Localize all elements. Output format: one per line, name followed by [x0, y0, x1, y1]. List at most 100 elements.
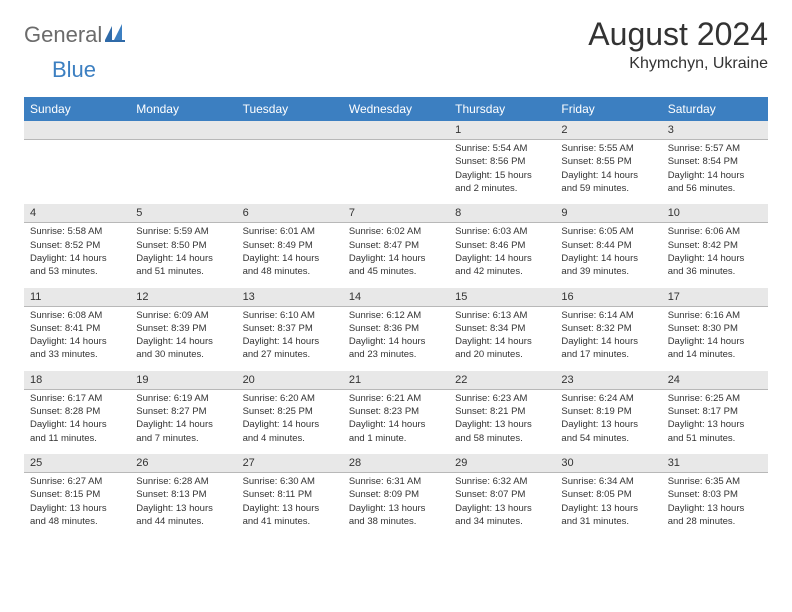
location: Khymchyn, Ukraine — [588, 55, 768, 73]
daylight-text: and 17 minutes. — [561, 349, 655, 362]
daylight-text: Daylight: 13 hours — [668, 419, 762, 432]
sunset-text: Sunset: 8:49 PM — [243, 240, 337, 253]
sunrise-text: Sunrise: 6:25 AM — [668, 393, 762, 406]
day-cell: Sunrise: 6:21 AMSunset: 8:23 PMDaylight:… — [343, 389, 449, 454]
sunset-text: Sunset: 8:28 PM — [30, 406, 124, 419]
sunset-text: Sunset: 8:03 PM — [668, 489, 762, 502]
sunset-text: Sunset: 8:46 PM — [455, 240, 549, 253]
week-4-daynum-row: 25262728293031 — [24, 454, 768, 473]
day-number: 16 — [555, 288, 661, 307]
day-number: 18 — [24, 371, 130, 390]
day-cell: Sunrise: 5:55 AMSunset: 8:55 PMDaylight:… — [555, 140, 661, 205]
daylight-text: Daylight: 13 hours — [136, 503, 230, 516]
week-1-content-row: Sunrise: 5:58 AMSunset: 8:52 PMDaylight:… — [24, 223, 768, 288]
day-cell: Sunrise: 6:27 AMSunset: 8:15 PMDaylight:… — [24, 473, 130, 538]
sunrise-text: Sunrise: 6:05 AM — [561, 226, 655, 239]
sunrise-text: Sunrise: 6:06 AM — [668, 226, 762, 239]
daylight-text: Daylight: 13 hours — [455, 419, 549, 432]
sunrise-text: Sunrise: 6:14 AM — [561, 310, 655, 323]
day-cell: Sunrise: 6:20 AMSunset: 8:25 PMDaylight:… — [237, 389, 343, 454]
daylight-text: Daylight: 14 hours — [455, 336, 549, 349]
day-cell: Sunrise: 5:58 AMSunset: 8:52 PMDaylight:… — [24, 223, 130, 288]
day-cell: Sunrise: 6:08 AMSunset: 8:41 PMDaylight:… — [24, 306, 130, 371]
day-cell: Sunrise: 6:25 AMSunset: 8:17 PMDaylight:… — [662, 389, 768, 454]
daylight-text: and 34 minutes. — [455, 516, 549, 529]
day-number: 19 — [130, 371, 236, 390]
day-cell: Sunrise: 6:16 AMSunset: 8:30 PMDaylight:… — [662, 306, 768, 371]
sunrise-text: Sunrise: 5:55 AM — [561, 143, 655, 156]
daylight-text: Daylight: 13 hours — [561, 419, 655, 432]
daylight-text: and 1 minute. — [349, 433, 443, 446]
sunset-text: Sunset: 8:44 PM — [561, 240, 655, 253]
week-2-daynum-row: 11121314151617 — [24, 288, 768, 307]
daylight-text: and 42 minutes. — [455, 266, 549, 279]
day-number: 28 — [343, 454, 449, 473]
daylight-text: and 11 minutes. — [30, 433, 124, 446]
day-cell: Sunrise: 6:23 AMSunset: 8:21 PMDaylight:… — [449, 389, 555, 454]
logo-text-general: General — [24, 22, 102, 48]
daylight-text: and 7 minutes. — [136, 433, 230, 446]
daylight-text: and 27 minutes. — [243, 349, 337, 362]
day-cell: Sunrise: 6:32 AMSunset: 8:07 PMDaylight:… — [449, 473, 555, 538]
day-cell: Sunrise: 6:01 AMSunset: 8:49 PMDaylight:… — [237, 223, 343, 288]
sunset-text: Sunset: 8:47 PM — [349, 240, 443, 253]
day-number: 3 — [662, 121, 768, 140]
daylight-text: and 51 minutes. — [136, 266, 230, 279]
day-cell: Sunrise: 5:54 AMSunset: 8:56 PMDaylight:… — [449, 140, 555, 205]
sunrise-text: Sunrise: 6:09 AM — [136, 310, 230, 323]
sunset-text: Sunset: 8:37 PM — [243, 323, 337, 336]
day-cell: Sunrise: 6:34 AMSunset: 8:05 PMDaylight:… — [555, 473, 661, 538]
month-title: August 2024 — [588, 16, 768, 53]
sunrise-text: Sunrise: 6:27 AM — [30, 476, 124, 489]
sunset-text: Sunset: 8:21 PM — [455, 406, 549, 419]
daylight-text: and 23 minutes. — [349, 349, 443, 362]
daylight-text: and 33 minutes. — [30, 349, 124, 362]
day-cell — [343, 140, 449, 205]
sunset-text: Sunset: 8:13 PM — [136, 489, 230, 502]
sunset-text: Sunset: 8:19 PM — [561, 406, 655, 419]
sunrise-text: Sunrise: 6:01 AM — [243, 226, 337, 239]
daylight-text: Daylight: 14 hours — [30, 419, 124, 432]
day-number: 31 — [662, 454, 768, 473]
daylight-text: and 36 minutes. — [668, 266, 762, 279]
daylight-text: and 28 minutes. — [668, 516, 762, 529]
day-number: 10 — [662, 204, 768, 223]
sunrise-text: Sunrise: 6:24 AM — [561, 393, 655, 406]
sunrise-text: Sunrise: 6:20 AM — [243, 393, 337, 406]
day-header-friday: Friday — [555, 97, 661, 121]
daylight-text: and 53 minutes. — [30, 266, 124, 279]
day-cell — [130, 140, 236, 205]
sunrise-text: Sunrise: 6:10 AM — [243, 310, 337, 323]
daylight-text: and 2 minutes. — [455, 183, 549, 196]
day-cell — [237, 140, 343, 205]
daylight-text: Daylight: 14 hours — [243, 336, 337, 349]
day-cell: Sunrise: 5:59 AMSunset: 8:50 PMDaylight:… — [130, 223, 236, 288]
day-number — [343, 121, 449, 140]
sunset-text: Sunset: 8:39 PM — [136, 323, 230, 336]
daylight-text: Daylight: 14 hours — [136, 336, 230, 349]
sunrise-text: Sunrise: 5:58 AM — [30, 226, 124, 239]
sunset-text: Sunset: 8:27 PM — [136, 406, 230, 419]
daylight-text: Daylight: 14 hours — [455, 253, 549, 266]
daylight-text: Daylight: 14 hours — [243, 253, 337, 266]
daylight-text: and 14 minutes. — [668, 349, 762, 362]
day-number: 14 — [343, 288, 449, 307]
day-number: 22 — [449, 371, 555, 390]
daylight-text: Daylight: 14 hours — [30, 336, 124, 349]
day-number: 12 — [130, 288, 236, 307]
day-number: 6 — [237, 204, 343, 223]
sunrise-text: Sunrise: 6:17 AM — [30, 393, 124, 406]
daylight-text: Daylight: 13 hours — [668, 503, 762, 516]
day-cell: Sunrise: 6:06 AMSunset: 8:42 PMDaylight:… — [662, 223, 768, 288]
sunset-text: Sunset: 8:07 PM — [455, 489, 549, 502]
daylight-text: and 54 minutes. — [561, 433, 655, 446]
daylight-text: Daylight: 14 hours — [349, 419, 443, 432]
sunrise-text: Sunrise: 5:57 AM — [668, 143, 762, 156]
day-cell: Sunrise: 6:12 AMSunset: 8:36 PMDaylight:… — [343, 306, 449, 371]
day-cell: Sunrise: 6:24 AMSunset: 8:19 PMDaylight:… — [555, 389, 661, 454]
calendar-body: 12 3 Sunrise: 5:54 AMSunset: 8:56 PMDaylig… — [24, 121, 768, 537]
daylight-text: Daylight: 14 hours — [561, 170, 655, 183]
sunrise-text: Sunrise: 6:12 AM — [349, 310, 443, 323]
week-2-content-row: Sunrise: 6:08 AMSunset: 8:41 PMDaylight:… — [24, 306, 768, 371]
sunrise-text: Sunrise: 6:03 AM — [455, 226, 549, 239]
